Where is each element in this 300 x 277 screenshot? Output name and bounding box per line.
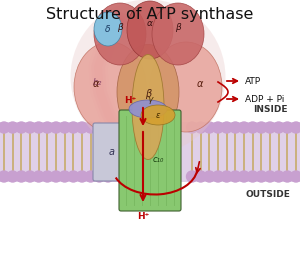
Circle shape <box>76 122 88 133</box>
Text: ε: ε <box>156 111 160 119</box>
Circle shape <box>103 122 113 133</box>
Text: γ: γ <box>147 96 153 104</box>
Circle shape <box>273 122 284 133</box>
Circle shape <box>273 171 284 182</box>
Ellipse shape <box>150 42 222 132</box>
Text: c₁₀: c₁₀ <box>152 155 164 163</box>
Text: b₂: b₂ <box>93 78 102 87</box>
Ellipse shape <box>132 55 164 160</box>
Text: INSIDE: INSIDE <box>253 105 287 114</box>
Circle shape <box>16 171 27 182</box>
Text: β: β <box>117 24 123 32</box>
Circle shape <box>204 122 215 133</box>
Circle shape <box>221 122 232 133</box>
Text: α: α <box>197 79 203 89</box>
Circle shape <box>7 171 18 182</box>
Circle shape <box>7 122 18 133</box>
Circle shape <box>68 171 79 182</box>
Ellipse shape <box>74 42 146 132</box>
Circle shape <box>212 171 224 182</box>
Circle shape <box>238 122 250 133</box>
Text: ATP: ATP <box>245 76 261 86</box>
Text: α: α <box>147 19 153 29</box>
Circle shape <box>25 122 35 133</box>
Circle shape <box>94 171 105 182</box>
Circle shape <box>76 171 88 182</box>
Text: OUTSIDE: OUTSIDE <box>246 190 290 199</box>
Circle shape <box>230 122 241 133</box>
Text: δ: δ <box>105 24 111 34</box>
FancyBboxPatch shape <box>93 123 131 181</box>
Circle shape <box>247 171 258 182</box>
Circle shape <box>230 171 241 182</box>
Circle shape <box>195 122 206 133</box>
Circle shape <box>238 171 250 182</box>
Circle shape <box>0 122 10 133</box>
Circle shape <box>85 122 96 133</box>
Circle shape <box>195 171 206 182</box>
Ellipse shape <box>117 45 179 140</box>
Circle shape <box>59 171 70 182</box>
Circle shape <box>50 122 62 133</box>
Ellipse shape <box>152 3 204 65</box>
Text: H⁺: H⁺ <box>137 212 149 221</box>
Circle shape <box>103 171 113 182</box>
Circle shape <box>265 171 275 182</box>
Ellipse shape <box>127 1 173 59</box>
Ellipse shape <box>141 105 175 125</box>
Circle shape <box>290 122 300 133</box>
Circle shape <box>42 122 53 133</box>
Circle shape <box>50 171 62 182</box>
Text: a: a <box>109 147 115 157</box>
Circle shape <box>212 122 224 133</box>
Circle shape <box>33 171 44 182</box>
Circle shape <box>256 122 267 133</box>
Circle shape <box>16 122 27 133</box>
Circle shape <box>0 171 10 182</box>
Text: Structure of ATP synthase: Structure of ATP synthase <box>46 7 254 22</box>
Text: H⁺: H⁺ <box>124 96 136 105</box>
Bar <box>0 122 300 182</box>
Text: α: α <box>93 79 99 89</box>
Circle shape <box>59 122 70 133</box>
Circle shape <box>42 171 53 182</box>
Ellipse shape <box>129 100 167 118</box>
Circle shape <box>33 122 44 133</box>
FancyBboxPatch shape <box>119 110 181 211</box>
Circle shape <box>290 171 300 182</box>
Circle shape <box>187 122 197 133</box>
Text: ADP + Pi: ADP + Pi <box>245 94 284 104</box>
Circle shape <box>265 122 275 133</box>
Ellipse shape <box>70 0 226 155</box>
Circle shape <box>221 171 232 182</box>
Circle shape <box>187 171 197 182</box>
Circle shape <box>282 122 293 133</box>
Circle shape <box>204 171 215 182</box>
Circle shape <box>256 171 267 182</box>
Text: β: β <box>145 89 151 99</box>
Ellipse shape <box>94 3 146 65</box>
Circle shape <box>85 171 96 182</box>
Circle shape <box>68 122 79 133</box>
Circle shape <box>282 171 293 182</box>
Circle shape <box>247 122 258 133</box>
Circle shape <box>25 171 35 182</box>
Ellipse shape <box>94 12 122 46</box>
Text: β: β <box>175 24 181 32</box>
Circle shape <box>94 122 105 133</box>
